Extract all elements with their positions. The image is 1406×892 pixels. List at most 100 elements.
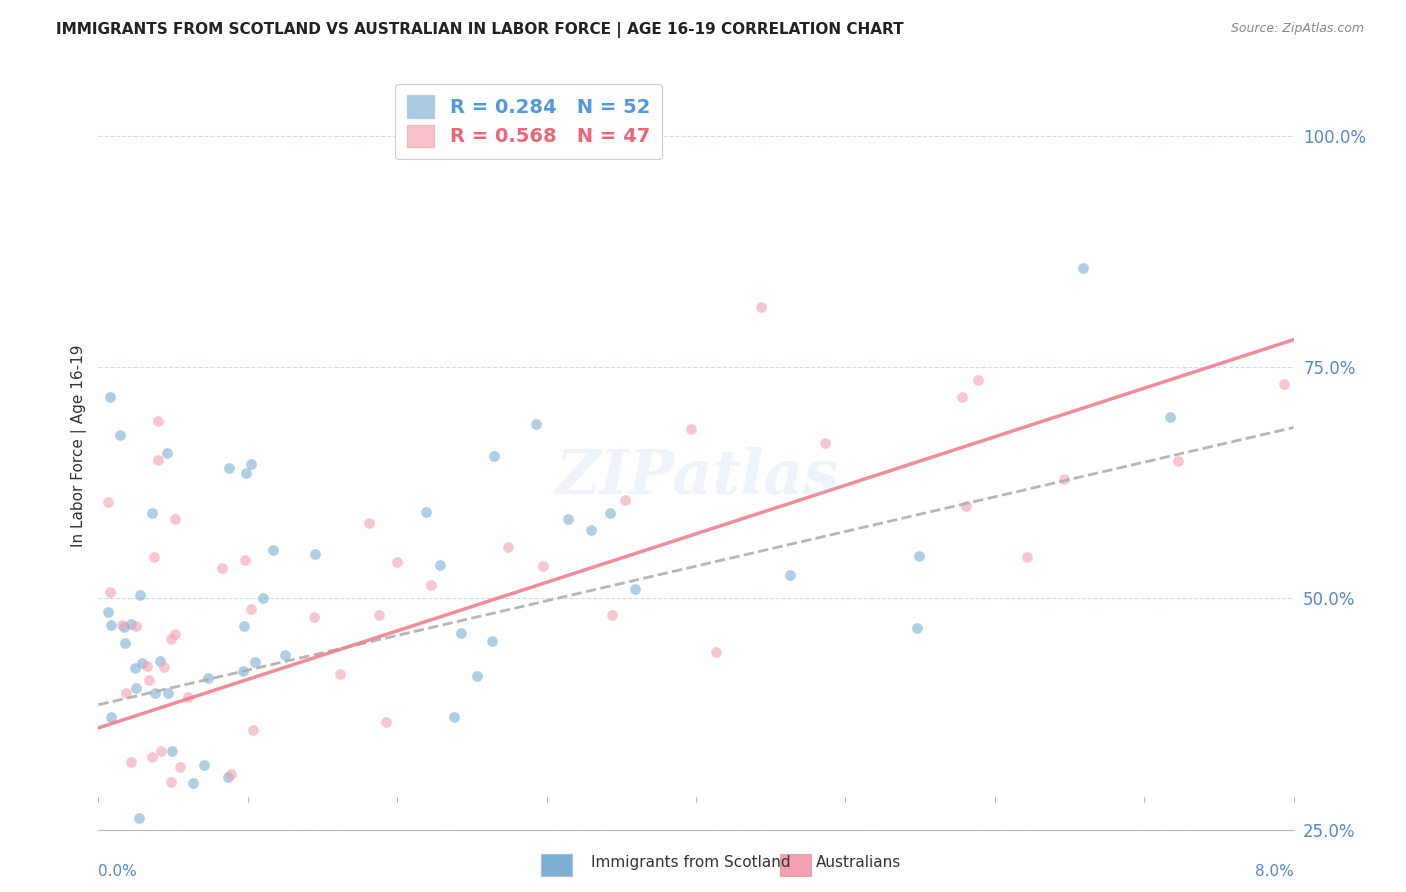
Point <box>681 423 703 437</box>
Point <box>465 669 488 683</box>
Point <box>779 568 801 582</box>
Point <box>98 585 121 599</box>
Point <box>97 495 120 509</box>
Point <box>124 661 146 675</box>
Point <box>614 492 637 507</box>
Point <box>125 619 148 633</box>
Point <box>481 633 503 648</box>
Point <box>908 549 931 564</box>
Point <box>966 373 988 387</box>
Point <box>420 577 443 591</box>
Y-axis label: In Labor Force | Age 16-19: In Labor Force | Age 16-19 <box>72 344 87 548</box>
Point <box>98 390 121 404</box>
Text: Immigrants from Scotland: Immigrants from Scotland <box>591 855 790 870</box>
Point <box>252 591 274 605</box>
Point <box>524 417 547 431</box>
Point <box>496 540 519 554</box>
Point <box>1073 260 1095 275</box>
Point <box>159 632 181 646</box>
Point <box>429 558 451 572</box>
Point <box>304 547 326 561</box>
Point <box>143 550 166 565</box>
Point <box>367 607 389 622</box>
Point <box>374 714 396 729</box>
Text: ZIPatlas: ZIPatlas <box>554 447 838 507</box>
Point <box>242 723 264 737</box>
Text: 8.0%: 8.0% <box>1254 864 1294 880</box>
Point <box>217 770 239 784</box>
Point <box>357 516 380 530</box>
Point <box>128 811 150 825</box>
Point <box>160 744 183 758</box>
Text: IMMIGRANTS FROM SCOTLAND VS AUSTRALIAN IN LABOR FORCE | AGE 16-19 CORRELATION CH: IMMIGRANTS FROM SCOTLAND VS AUSTRALIAN I… <box>56 22 904 38</box>
Point <box>600 608 623 623</box>
Point <box>219 766 242 780</box>
Point <box>143 686 166 700</box>
Point <box>152 659 174 673</box>
Point <box>110 427 132 442</box>
Point <box>169 759 191 773</box>
Point <box>243 655 266 669</box>
Point <box>329 667 352 681</box>
Point <box>135 658 157 673</box>
Point <box>233 619 256 633</box>
Point <box>114 635 136 649</box>
Point <box>624 582 647 596</box>
Point <box>1053 472 1076 486</box>
Text: Source: ZipAtlas.com: Source: ZipAtlas.com <box>1230 22 1364 36</box>
Point <box>557 512 579 526</box>
Text: Australians: Australians <box>815 855 901 870</box>
Point <box>181 776 204 790</box>
Point <box>235 466 257 480</box>
Point <box>100 709 122 723</box>
Point <box>443 710 465 724</box>
Point <box>706 645 728 659</box>
Point <box>165 512 187 526</box>
Point <box>240 458 263 472</box>
Point <box>450 625 472 640</box>
Point <box>814 435 837 450</box>
Point <box>1274 376 1296 391</box>
Point <box>165 627 187 641</box>
Point <box>176 690 198 704</box>
Point <box>112 620 135 634</box>
Point <box>115 686 138 700</box>
Point <box>146 414 169 428</box>
Text: 0.0%: 0.0% <box>98 864 138 880</box>
Point <box>125 681 148 696</box>
Point <box>218 461 240 475</box>
Point <box>240 601 263 615</box>
Point <box>128 588 150 602</box>
Point <box>599 506 621 520</box>
Point <box>751 300 773 314</box>
Point <box>156 446 179 460</box>
Point <box>111 617 134 632</box>
Point <box>531 558 554 573</box>
Point <box>138 673 160 687</box>
Point <box>298 828 321 842</box>
Point <box>197 671 219 685</box>
Point <box>148 863 170 877</box>
Point <box>1015 549 1038 564</box>
Point <box>1167 454 1189 468</box>
Point <box>141 749 163 764</box>
Point <box>141 506 163 520</box>
Point <box>1159 409 1181 424</box>
Point <box>387 555 409 569</box>
Point <box>233 553 256 567</box>
Point <box>262 543 284 558</box>
Point <box>150 744 173 758</box>
Point <box>211 561 233 575</box>
Point <box>415 505 437 519</box>
Legend: R = 0.284   N = 52, R = 0.568   N = 47: R = 0.284 N = 52, R = 0.568 N = 47 <box>395 84 662 159</box>
Point <box>121 617 143 632</box>
Point <box>905 621 928 635</box>
Point <box>193 757 215 772</box>
Point <box>579 523 602 537</box>
Point <box>97 606 120 620</box>
Point <box>950 390 973 404</box>
Point <box>149 654 172 668</box>
Point <box>482 450 505 464</box>
Point <box>304 610 326 624</box>
Point <box>160 775 183 789</box>
